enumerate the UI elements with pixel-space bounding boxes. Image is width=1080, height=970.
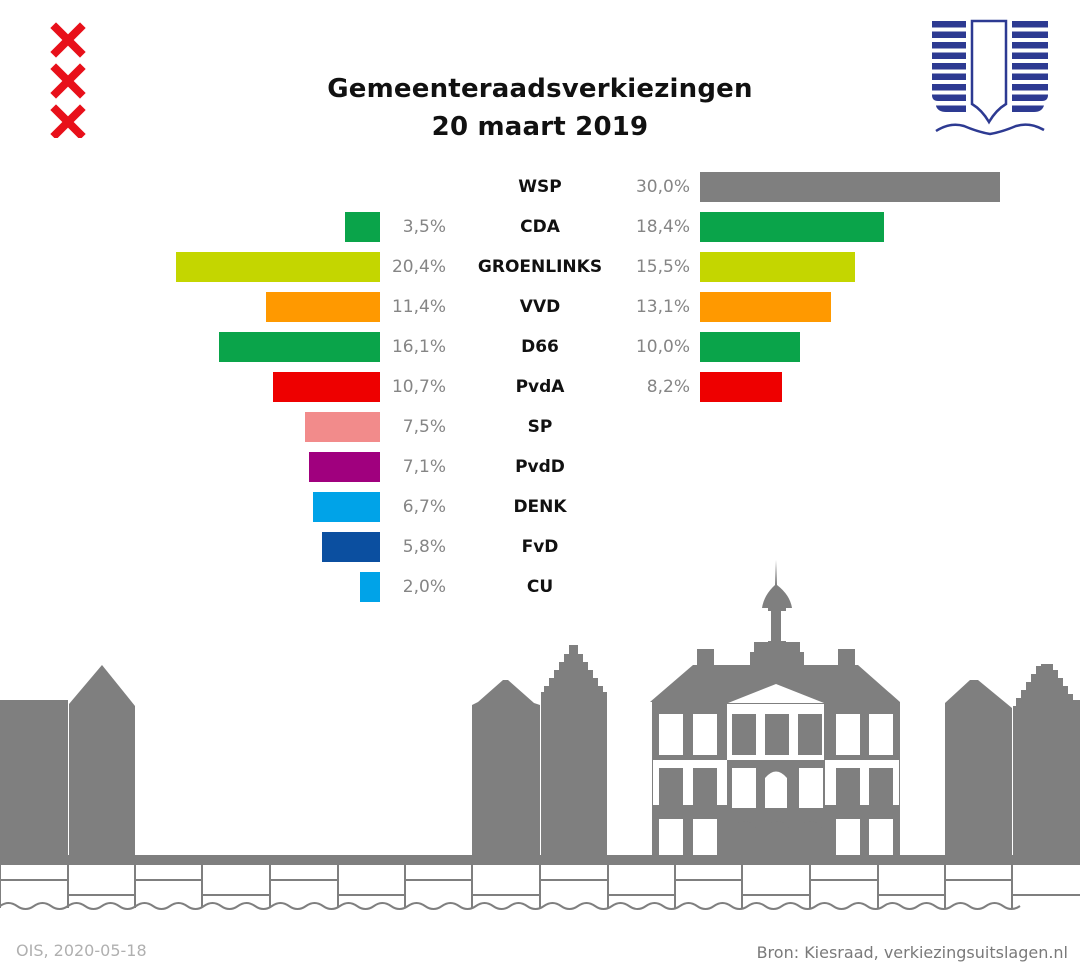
left-value: 6,7%: [402, 497, 446, 517]
left-value: 5,8%: [402, 537, 446, 557]
party-label: VVD: [519, 297, 561, 317]
chart-row: 7,1% PvdD: [0, 452, 1080, 482]
right-value: 13,1%: [635, 297, 690, 317]
party-label: CDA: [520, 217, 560, 237]
left-value: 11,4%: [391, 297, 446, 317]
skyline-illustration: [0, 560, 1080, 910]
bar-right-d66: [700, 332, 800, 362]
election-chart: WSP 30,0% 3,5% CDA 18,4% 20,4% GROENLINK…: [0, 172, 1080, 602]
chart-row: 6,7% DENK: [0, 492, 1080, 522]
right-value: 30,0%: [635, 177, 690, 197]
bar-left-sp: [305, 412, 380, 442]
house-mid-2: [541, 645, 607, 860]
chart-row: 3,5% CDA 18,4%: [0, 212, 1080, 242]
chart-row: WSP 30,0%: [0, 172, 1080, 202]
footer-source: Bron: Kiesraad, verkiezingsuitslagen.nl: [756, 943, 1068, 962]
bar-left-groenlinks: [176, 252, 380, 282]
right-value: 18,4%: [635, 217, 690, 237]
house-mid-1: [472, 680, 540, 860]
left-value: 10,7%: [391, 377, 446, 397]
bar-left-denk: [313, 492, 380, 522]
party-label: FvD: [521, 537, 559, 557]
left-value: 16,1%: [391, 337, 446, 357]
left-value: 20,4%: [391, 257, 446, 277]
left-value: 2,0%: [402, 577, 446, 597]
left-value: 7,5%: [402, 417, 446, 437]
left-value: 3,5%: [402, 217, 446, 237]
zaanstad-shield-icon: [932, 19, 1048, 136]
right-value: 10,0%: [635, 337, 690, 357]
party-label: PvdD: [515, 457, 565, 477]
chart-row: 2,0% CU: [0, 572, 1080, 602]
bar-left-cda: [345, 212, 380, 242]
bar-right-pvda: [700, 372, 782, 402]
chart-row: 16,1% D66 10,0%: [0, 332, 1080, 362]
chart-row: 10,7% PvdA 8,2%: [0, 372, 1080, 402]
bar-left-vvd: [266, 292, 380, 322]
bar-right-cda: [700, 212, 884, 242]
bar-right-groenlinks: [700, 252, 855, 282]
party-label: CU: [526, 577, 554, 597]
bar-left-pvdd: [309, 452, 380, 482]
quay-wall: [0, 865, 1080, 910]
bar-left-pvda: [273, 372, 380, 402]
footer-credit: OIS, 2020-05-18: [16, 941, 147, 960]
water-wave: [0, 902, 1021, 910]
house-left-1: [0, 700, 68, 860]
bar-left-d66: [219, 332, 380, 362]
left-value: 7,1%: [402, 457, 446, 477]
party-label: GROENLINKS: [477, 257, 603, 277]
bar-left-cu: [360, 572, 380, 602]
party-label: PvdA: [515, 377, 565, 397]
chart-row: 20,4% GROENLINKS 15,5%: [0, 252, 1080, 282]
page-title: Gemeenteraadsverkiezingen 20 maart 2019: [290, 70, 790, 146]
party-label: WSP: [518, 177, 562, 197]
bar-left-fvd: [322, 532, 380, 562]
right-value: 15,5%: [635, 257, 690, 277]
party-label: DENK: [513, 497, 567, 517]
right-value: 8,2%: [646, 377, 690, 397]
chart-row: 5,8% FvD: [0, 532, 1080, 562]
house-right-1: [945, 680, 1012, 860]
bar-right-wsp: [700, 172, 1000, 202]
party-label: D66: [521, 337, 559, 357]
house-left-2: [69, 665, 135, 860]
title-line-1: Gemeenteraadsverkiezingen: [327, 74, 753, 104]
party-label: SP: [527, 417, 553, 437]
chart-row: 11,4% VVD 13,1%: [0, 292, 1080, 322]
bar-right-vvd: [700, 292, 831, 322]
title-line-2: 20 maart 2019: [431, 112, 649, 142]
chart-row: 7,5% SP: [0, 412, 1080, 442]
amsterdam-xxx-icon: [50, 22, 86, 138]
house-right-2: [1013, 664, 1080, 860]
